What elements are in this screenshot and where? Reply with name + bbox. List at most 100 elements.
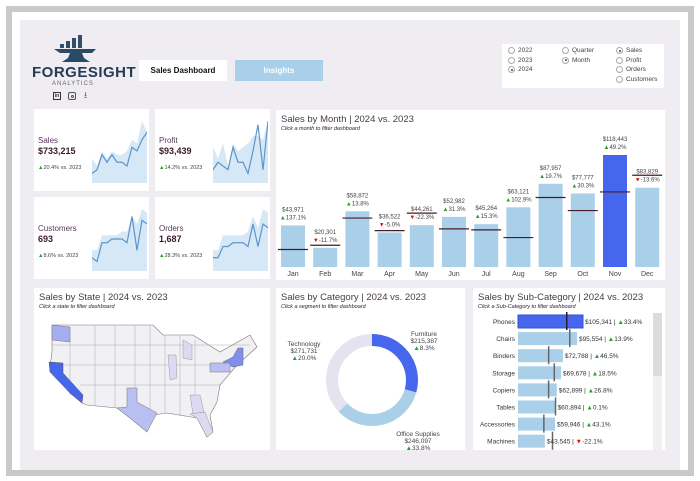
instagram-icon[interactable]: [68, 92, 76, 100]
radio-circle-icon[interactable]: [562, 47, 569, 54]
panel-title: Sales by State | 2024 vs. 2023: [39, 292, 168, 303]
sparkline-band: [92, 121, 147, 183]
radio-2024[interactable]: 2024: [508, 66, 532, 73]
radio-circle-icon[interactable]: [616, 56, 623, 64]
radio-circle-icon[interactable]: [616, 47, 623, 54]
us-outline: [49, 324, 258, 438]
sparkline-band: [213, 121, 268, 183]
kpi-label: Profit: [159, 136, 178, 145]
subcategory-label: Accessories: [480, 422, 516, 429]
month-tick-label: Nov: [609, 271, 622, 278]
sparkline: [92, 209, 147, 271]
subcategory-bar: [518, 434, 545, 448]
linkedin-icon[interactable]: in: [53, 92, 61, 100]
bar-value-label: $44,261: [411, 207, 433, 213]
subcategory-label: Copiers: [493, 387, 516, 394]
state-california: [48, 361, 84, 404]
category-name: Office Supplies: [396, 431, 440, 438]
radio-orders[interactable]: Orders: [616, 66, 646, 73]
download-icon[interactable]: ⭳: [84, 90, 88, 100]
bar-value-label: $43,971: [282, 207, 304, 213]
subcategory-value-label: $62,899 | ▲26.8%: [559, 387, 613, 394]
bar-value-label: $77,777: [572, 175, 594, 181]
kpi-card-sales[interactable]: Sales $733,215 ▲20.4% vs. 2023: [34, 109, 149, 191]
sales-dashboard-button[interactable]: Sales Dashboard: [139, 60, 227, 81]
subcategory-bar: [518, 417, 555, 431]
radio-circle-icon[interactable]: [508, 56, 515, 64]
radio-label: Quarter: [572, 47, 595, 54]
kpi-card-customers[interactable]: Customers 693 ▲8.6% vs. 2023: [34, 197, 149, 279]
radio-sales[interactable]: Sales: [616, 47, 642, 54]
radio-month[interactable]: Month: [562, 56, 590, 64]
radio-profit[interactable]: Profit: [616, 56, 641, 64]
radio-customers[interactable]: Customers: [616, 75, 658, 83]
bar-feb: [313, 247, 338, 267]
scrollbar-track[interactable]: [653, 313, 662, 450]
kpi-card-orders[interactable]: Orders 1,687 ▲28.3% vs. 2023: [155, 197, 270, 279]
down-arrow-icon: ▼: [576, 439, 582, 446]
insights-button[interactable]: Insights: [235, 60, 323, 81]
kpi-card-profit[interactable]: Profit $93,439 ▲14.2% vs. 2023: [155, 109, 270, 191]
radio-circle-icon[interactable]: [508, 66, 515, 73]
category-name: Furniture: [411, 331, 437, 338]
filter-panel: 2022 2023 2024 Quarter Month Sales Profit Order…: [502, 44, 664, 88]
donut-segment-office-supplies: [338, 389, 417, 426]
bar-change-label: ▲49.2%: [604, 145, 628, 151]
bar-value-label: $52,982: [443, 199, 465, 205]
sales-by-state-panel: Sales by State | 2024 vs. 2023 Click a s…: [34, 288, 270, 450]
bar-change-label: ▲31.3%: [443, 207, 467, 213]
radio-circle-icon[interactable]: [616, 66, 623, 73]
radio-label: 2022: [518, 47, 533, 54]
brand-name: FORGESIGHT: [32, 64, 137, 81]
bar-change-label: ▲30.3%: [571, 183, 595, 189]
subcategory-value-label: $95,554 | ▲13.9%: [579, 336, 633, 343]
up-arrow-icon: ▲: [159, 253, 165, 259]
state-pennsylvania: [209, 362, 231, 373]
radio-circle-icon[interactable]: [508, 47, 515, 54]
kpi-change-text: 8.6% vs. 2023: [43, 253, 79, 259]
bar-dec: [635, 187, 660, 267]
subcategory-value-label: $105,341 | ▲33.4%: [585, 319, 643, 326]
month-tick-label: Jun: [448, 271, 459, 278]
radio-2022[interactable]: 2022: [508, 47, 532, 54]
us-map[interactable]: [0, 0, 300, 460]
up-arrow-icon: ▲: [280, 215, 286, 221]
bar-oct: [570, 193, 595, 267]
radio-label: Customers: [626, 75, 658, 83]
donut-segment-furniture: [372, 334, 418, 393]
bar-change-label: ▲137.1%: [280, 215, 307, 221]
category-donut-chart[interactable]: Furniture$215,387▲8.3% Office Supplies$24…: [276, 288, 465, 450]
radio-2023[interactable]: 2023: [508, 56, 532, 64]
radio-circle-icon[interactable]: [616, 75, 623, 83]
category-name: Technology: [288, 341, 322, 348]
panel-subtitle: Click a month to filter dashboard: [281, 126, 360, 132]
bar-change-label: ▲13.8%: [346, 201, 370, 207]
bar-change-label: ▼-13.6%: [635, 178, 661, 184]
scrollbar-thumb[interactable]: [653, 313, 662, 376]
bar-value-label: $20,301: [314, 230, 336, 236]
bar-value-label: $45,264: [475, 206, 497, 212]
brand-tagline: ANALYTICS: [52, 81, 94, 87]
sparkline: [213, 120, 268, 183]
sparkline-line: [213, 222, 268, 259]
panel-subtitle: Click a segment to filter dashboard: [281, 304, 366, 310]
bar-change-label: ▼-5.0%: [379, 222, 401, 228]
radio-quarter[interactable]: Quarter: [562, 47, 594, 54]
down-arrow-icon: ▼: [313, 238, 319, 244]
bar-value-label: $58,872: [347, 193, 369, 199]
category-value: $215,387: [410, 338, 437, 345]
subcategory-bar-chart[interactable]: Phones $105,341 | ▲33.4% Chairs $95,554 | ▲…: [473, 288, 665, 450]
radio-circle-icon[interactable]: [562, 56, 569, 64]
kpi-change-text: 28.3% vs. 2023: [164, 253, 203, 259]
subcategory-bar: [518, 332, 577, 346]
sales-by-month-chart[interactable]: $43,971 ▲137.1% Jan $20,301 ▼-11.7% Feb $58,87…: [276, 110, 665, 280]
kpi-change: ▲28.3% vs. 2023: [159, 253, 202, 259]
kpi-change: ▲8.6% vs. 2023: [38, 253, 78, 259]
subcategory-bar: [517, 314, 584, 329]
up-arrow-icon: ▲: [406, 445, 412, 450]
kpi-change: ▲14.2% vs. 2023: [159, 165, 202, 171]
category-value: $271,731: [290, 348, 317, 355]
sparkline: [92, 121, 147, 183]
radio-label: Orders: [626, 66, 646, 73]
kpi-value: $93,439: [159, 146, 192, 156]
